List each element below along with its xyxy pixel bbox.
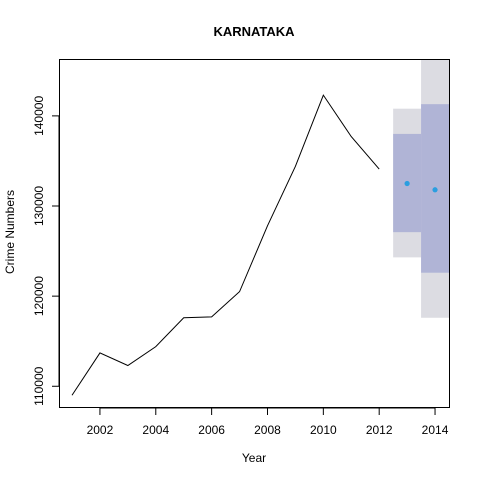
x-tick-label: 2006 bbox=[198, 423, 225, 437]
forecast-point bbox=[404, 180, 410, 187]
x-axis-label: Year bbox=[242, 451, 266, 465]
y-axis-label: Crime Numbers bbox=[3, 190, 17, 274]
y-tick-label: 120000 bbox=[32, 276, 46, 316]
x-tick-label: 2004 bbox=[142, 423, 169, 437]
forecast-points bbox=[404, 180, 438, 193]
plot-frame bbox=[59, 59, 450, 408]
series-line bbox=[71, 94, 380, 396]
x-tick-label: 2002 bbox=[87, 423, 114, 437]
data-line-layer bbox=[71, 94, 380, 396]
forecast-bands bbox=[393, 60, 449, 318]
x-axis: 2002 2004 2006 2008 2010 2012 2014 bbox=[87, 407, 449, 437]
y-tick-label: 130000 bbox=[32, 186, 46, 226]
forecast-point bbox=[432, 187, 438, 193]
chart-title: KARNATAKA bbox=[213, 24, 295, 39]
x-tick-label: 2010 bbox=[310, 423, 337, 437]
y-tick-label: 140000 bbox=[32, 96, 46, 136]
y-tick-label: 110000 bbox=[32, 366, 46, 405]
x-tick-label: 2012 bbox=[366, 423, 393, 437]
x-tick-label: 2008 bbox=[254, 423, 281, 437]
x-tick-label: 2014 bbox=[422, 423, 449, 437]
y-axis: 110000 120000 130000 140000 bbox=[32, 96, 60, 406]
